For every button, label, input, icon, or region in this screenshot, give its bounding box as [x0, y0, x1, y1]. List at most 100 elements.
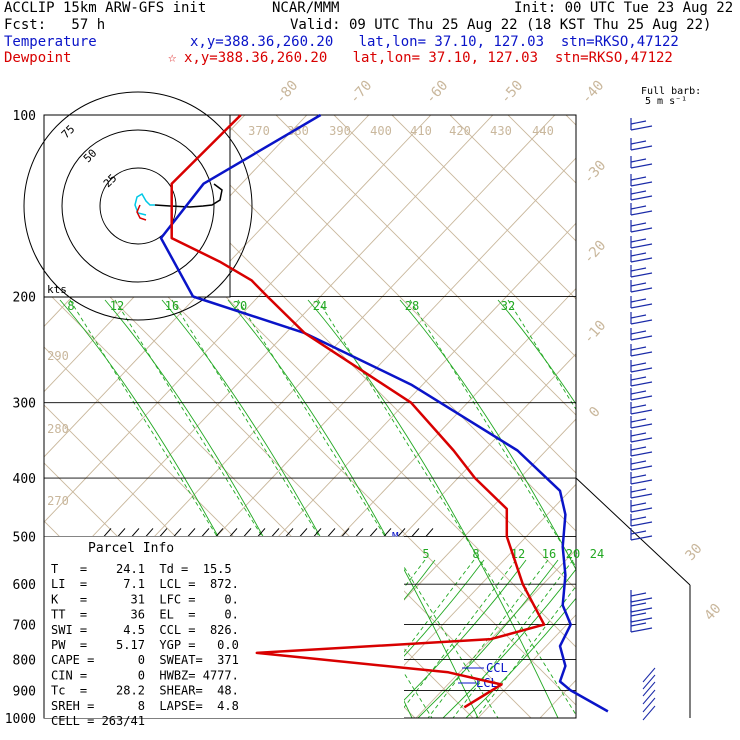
isotherm-line — [477, 614, 576, 718]
dry-adiabat-label: 400 — [370, 124, 392, 138]
wind-barb — [630, 430, 653, 443]
barb-flag — [630, 418, 647, 423]
barb-flag — [630, 493, 653, 499]
moist-adiabat-line — [497, 299, 576, 405]
barb-flag — [630, 592, 647, 597]
surface-barb — [642, 681, 656, 697]
dry-adiabat-line — [449, 115, 576, 242]
hatch-mark — [425, 528, 434, 537]
mixing-ratio-label: 24 — [313, 299, 327, 313]
dry-adiabat-line — [333, 115, 576, 358]
hatch-mark — [243, 528, 252, 537]
parcel-info-row: T = 24.1 Td = 15.5 — [51, 562, 232, 576]
wind-barb — [630, 203, 653, 216]
mixing-ratio-line — [171, 299, 433, 718]
isotherm-line — [664, 115, 740, 718]
pressure-tick-label: 400 — [13, 472, 36, 487]
wind-barb — [630, 620, 653, 633]
wind-barb — [630, 118, 653, 131]
wind-barb — [630, 514, 653, 527]
barb-flag — [630, 521, 653, 527]
barb-flag — [630, 267, 647, 272]
mixing-ratio-label: 20 — [566, 547, 580, 561]
barb-flag — [630, 330, 647, 335]
hodograph-ring — [61, 129, 215, 283]
isotherm-line — [44, 115, 494, 589]
mixing-ratio-label: 16 — [165, 299, 179, 313]
barb-flag — [630, 612, 647, 617]
sounding-profiles — [159, 113, 609, 713]
barb-flag — [630, 158, 647, 163]
isotherm-label: -80 — [273, 78, 302, 108]
dry-adiabat-label: 410 — [410, 124, 432, 138]
barb-flag — [630, 257, 653, 263]
wind-barb — [630, 388, 653, 401]
mixing-ratio-label: 32 — [501, 299, 515, 313]
moist-adiabat-line — [399, 299, 576, 571]
hodograph-trace-surface — [136, 204, 147, 221]
wind-barb — [630, 188, 653, 201]
wind-barb — [630, 360, 653, 373]
isotherm-label: -40 — [579, 78, 608, 108]
barb-flag — [630, 181, 653, 187]
hatch-mark — [103, 528, 112, 537]
legend-dewpoint-marker: ☆ — [168, 50, 177, 66]
wind-barb — [630, 138, 653, 151]
dry-adiabat-line — [275, 115, 576, 416]
moist-adiabat-line — [465, 597, 576, 718]
barb-flag — [630, 530, 647, 535]
barb-flag — [630, 516, 647, 521]
legend-dewpoint-info: x,y=388.36,260.20 lat,lon= 37.10, 127.03… — [184, 50, 673, 66]
parcel-info-row: LI = 7.1 LCL = 872. — [51, 577, 239, 591]
hatch-mark — [327, 528, 336, 537]
barb-flag — [630, 176, 647, 181]
wind-barb — [630, 280, 653, 293]
dry-adiabat-label: 430 — [490, 124, 512, 138]
wind-barb — [630, 236, 653, 249]
hatch-mark — [201, 528, 210, 537]
wind-barb — [630, 344, 653, 357]
wind-barb — [630, 265, 653, 278]
wind-barb — [630, 174, 653, 187]
wind-barb — [630, 402, 653, 415]
barb-flag — [630, 195, 653, 201]
pressure-tick-label: 900 — [13, 684, 36, 699]
parcel-info-panel: Parcel Info T = 24.1 Td = 15.5LI = 7.1 LC… — [43, 536, 404, 728]
hodograph-trace-upper — [154, 183, 223, 208]
wind-barb — [630, 156, 653, 169]
hatch-mark — [173, 528, 182, 537]
ccl-label: CCL — [486, 661, 508, 675]
pressure-tick-label: 700 — [13, 619, 36, 634]
parcel-info-row: CAPE = 0 SWEAT= 371 — [51, 653, 239, 667]
hatch-mark — [369, 528, 378, 537]
wind-barb — [630, 444, 653, 457]
mixing-ratio-line — [409, 299, 576, 568]
surface-barb — [642, 697, 656, 713]
barb-flag — [630, 351, 653, 357]
mixing-ratio-line — [317, 299, 576, 716]
parcel-info-row: CIN = 0 HWBZ= 4777. — [51, 668, 239, 682]
barb-flag — [630, 222, 647, 227]
hatch-mark — [257, 528, 266, 537]
wind-barb — [630, 374, 653, 387]
frame-extension — [575, 477, 691, 586]
barb-flag — [630, 227, 653, 233]
wind-barb — [630, 472, 653, 485]
mixing-ratio-line — [353, 559, 475, 718]
isotherm-line — [353, 483, 576, 718]
wind-barb — [630, 500, 653, 513]
wind-barb — [630, 590, 653, 603]
mixing-ratio-label: 5 — [422, 547, 429, 561]
mixing-ratio-label: 24 — [590, 547, 604, 561]
dry-adiabat-label: 270 — [47, 494, 69, 508]
barb-flag — [630, 346, 647, 351]
mixing-ratio-line — [452, 559, 574, 718]
barb-flag — [630, 390, 647, 395]
wind-barb — [630, 528, 653, 541]
mixing-ratio-label: 28 — [405, 299, 419, 313]
pressure-tick-label: 100 — [13, 109, 36, 124]
hatch-mark — [397, 528, 406, 537]
barb-flag — [630, 602, 647, 607]
isotherm-label: -60 — [423, 78, 452, 108]
barb-flag — [630, 432, 647, 437]
